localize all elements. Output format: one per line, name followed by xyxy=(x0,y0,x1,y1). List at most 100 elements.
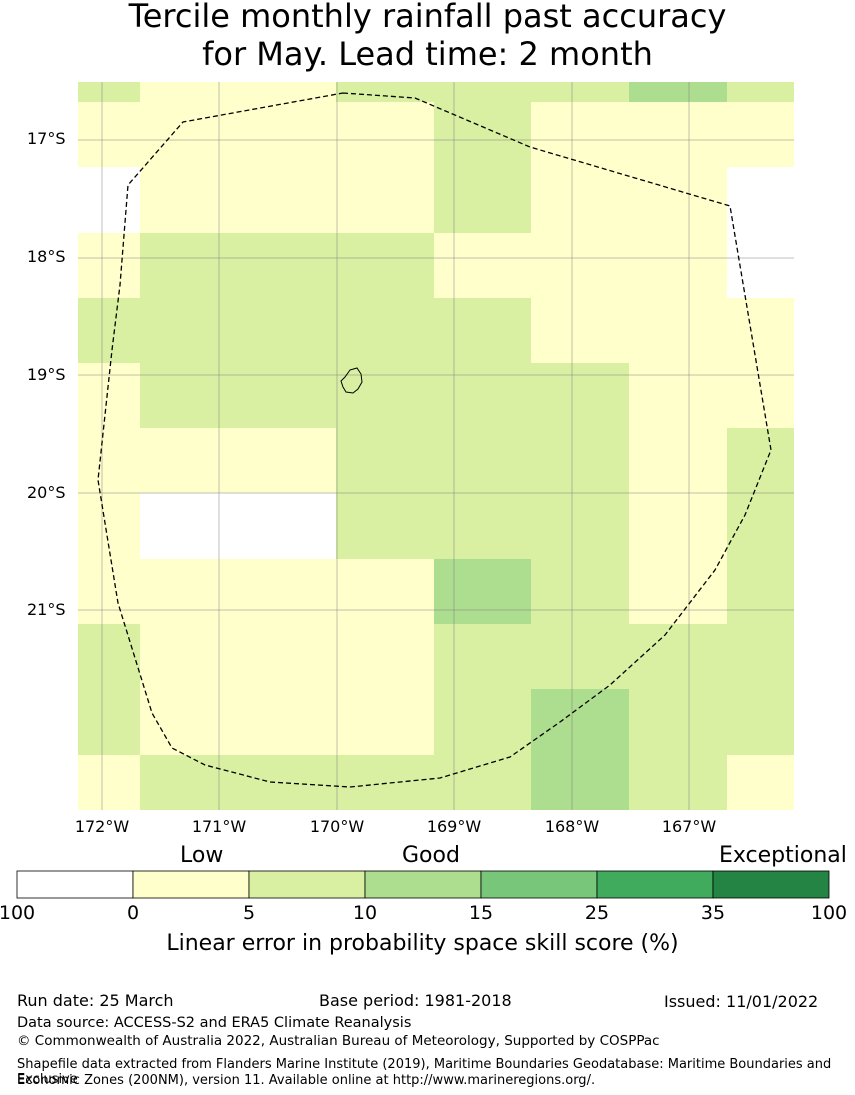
grid-cell xyxy=(140,755,238,810)
grid-cell xyxy=(531,755,629,810)
lat-label-19s: 19°S xyxy=(27,365,66,384)
eez-boundary xyxy=(97,92,772,788)
grid-cell xyxy=(531,689,629,755)
grid-cell xyxy=(629,233,727,298)
grid-cell xyxy=(238,167,336,233)
grid-cell xyxy=(140,624,238,689)
grid-cell xyxy=(629,428,727,493)
colorbar-tick-label: 5 xyxy=(242,902,256,924)
grid-cell xyxy=(531,363,629,428)
grid-cell xyxy=(140,167,238,233)
copyright: © Commonwealth of Australia 2022, Austra… xyxy=(17,1033,660,1049)
grid-cell xyxy=(434,689,531,755)
colorbar-caption: Linear error in probability space skill … xyxy=(166,931,679,956)
grid-cell xyxy=(531,298,629,363)
grid-cell xyxy=(727,559,794,624)
grid-cell xyxy=(434,428,531,493)
grid-cell xyxy=(434,493,531,559)
grid-cell xyxy=(140,298,238,363)
grid-cell xyxy=(78,624,140,689)
colorbar-category-exceptional: Exceptional xyxy=(719,843,847,868)
issued-date: Issued: 11/01/2022 xyxy=(664,992,819,1011)
skill-grid xyxy=(78,82,794,810)
grid-cell xyxy=(78,689,140,755)
grid-cell xyxy=(434,559,531,624)
grid-cell xyxy=(531,493,629,559)
grid-cell xyxy=(140,363,238,428)
colorbar-segment xyxy=(16,870,134,899)
grid-cell xyxy=(727,428,794,493)
lon-label-172w: 172°W xyxy=(74,817,130,836)
grid-cell xyxy=(531,82,629,102)
grid-cell xyxy=(531,559,629,624)
grid-cell xyxy=(531,428,629,493)
grid-cell xyxy=(78,233,140,298)
chart-title-line2: for May. Lead time: 2 month xyxy=(202,35,653,73)
colorbar-tick-label: 100 xyxy=(810,902,848,924)
grid-cell xyxy=(629,298,727,363)
grid-cell xyxy=(336,428,434,493)
colorbar-segment xyxy=(248,870,366,899)
grid-cell xyxy=(336,689,434,755)
grid-cell xyxy=(336,298,434,363)
grid-cell xyxy=(434,167,531,233)
grid-cell xyxy=(238,559,336,624)
grid-cell xyxy=(434,755,531,810)
data-source: Data source: ACCESS-S2 and ERA5 Climate … xyxy=(17,1015,412,1031)
grid-cell xyxy=(531,624,629,689)
chart-title-line1: Tercile monthly rainfall past accuracy xyxy=(128,0,727,35)
base-period: Base period: 1981-2018 xyxy=(319,991,512,1010)
grid-cell xyxy=(336,624,434,689)
grid-cell xyxy=(336,493,434,559)
grid-cell xyxy=(238,363,336,428)
grid-cell xyxy=(434,363,531,428)
lon-label-171w: 171°W xyxy=(191,817,247,836)
grid-cell xyxy=(727,363,794,428)
grid-cell xyxy=(238,689,336,755)
grid-cell xyxy=(629,624,727,689)
grid-cell xyxy=(434,624,531,689)
grid-cell xyxy=(727,233,794,298)
grid-cell xyxy=(78,428,140,493)
lon-label-169w: 169°W xyxy=(426,817,482,836)
grid-cell xyxy=(78,167,140,233)
lon-label-168w: 168°W xyxy=(544,817,600,836)
grid-cell xyxy=(238,82,336,102)
colorbar-segment xyxy=(712,870,830,899)
lon-label-170w: 170°W xyxy=(309,817,365,836)
lon-label-167w: 167°W xyxy=(661,817,717,836)
grid-cell xyxy=(531,102,629,167)
grid-cell xyxy=(629,102,727,167)
grid-cell xyxy=(336,102,434,167)
grid-cell xyxy=(140,493,238,559)
grid-cell xyxy=(434,233,531,298)
island-outline xyxy=(340,367,363,394)
grid-cell xyxy=(434,298,531,363)
lat-label-18s: 18°S xyxy=(27,247,66,266)
grid-cell xyxy=(531,233,629,298)
grid-cell xyxy=(238,233,336,298)
colorbar-tick-label: 35 xyxy=(700,902,726,924)
colorbar xyxy=(16,870,830,899)
grid-cell xyxy=(336,559,434,624)
lat-label-20s: 20°S xyxy=(27,483,66,502)
grid-cell xyxy=(336,233,434,298)
run-date: Run date: 25 March xyxy=(17,991,174,1010)
grid-cell xyxy=(629,755,727,810)
shapefile-credit-line1: Shapefile data extracted from Flanders M… xyxy=(17,1057,832,1087)
grid-cell xyxy=(336,167,434,233)
grid-cell xyxy=(140,428,238,493)
grid-cell xyxy=(238,102,336,167)
grid-cell xyxy=(336,755,434,810)
grid-cell xyxy=(78,298,140,363)
grid-cell xyxy=(629,82,727,102)
grid-cell xyxy=(78,755,140,810)
grid-cell xyxy=(140,559,238,624)
colorbar-tick-label: 25 xyxy=(584,902,610,924)
colorbar-segment xyxy=(480,870,598,899)
grid-cell xyxy=(629,493,727,559)
grid-cell xyxy=(727,493,794,559)
grid-cell xyxy=(727,755,794,810)
colorbar-tick-label: 0 xyxy=(126,902,140,924)
grid-cell xyxy=(238,624,336,689)
